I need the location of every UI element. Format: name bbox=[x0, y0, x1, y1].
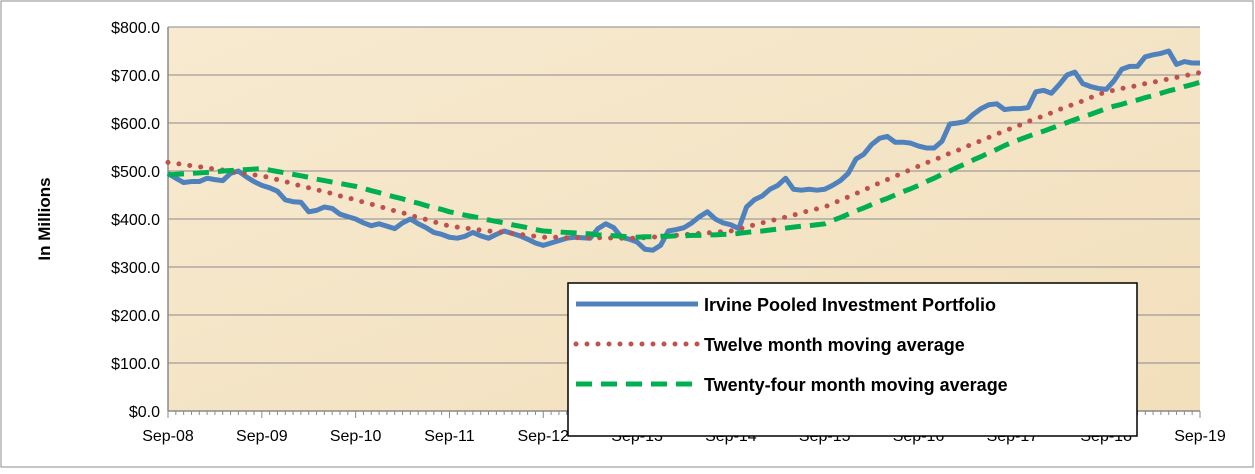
legend-label: Twenty-four month moving average bbox=[704, 375, 1008, 395]
y-tick-label: $500.0 bbox=[111, 164, 160, 181]
y-tick-label: $400.0 bbox=[111, 212, 160, 229]
x-tick-label: Sep-12 bbox=[517, 428, 569, 445]
legend-label: Twelve month moving average bbox=[704, 335, 965, 355]
y-tick-label: $800.0 bbox=[111, 20, 160, 37]
y-tick-label: $100.0 bbox=[111, 356, 160, 373]
x-tick-label: Sep-08 bbox=[142, 428, 194, 445]
x-tick-label: Sep-19 bbox=[1174, 428, 1226, 445]
y-tick-label: $700.0 bbox=[111, 68, 160, 85]
y-tick-label: $200.0 bbox=[111, 308, 160, 325]
x-tick-label: Sep-09 bbox=[236, 428, 288, 445]
series-line bbox=[167, 79, 1201, 240]
legend-label: Irvine Pooled Investment Portfolio bbox=[704, 295, 996, 315]
x-tick-label: Sep-10 bbox=[330, 428, 382, 445]
y-tick-label: $0.0 bbox=[129, 404, 160, 421]
legend-box bbox=[567, 282, 1138, 437]
x-tick-label: Sep-11 bbox=[424, 428, 475, 445]
series-line bbox=[166, 48, 1200, 253]
series-line bbox=[165, 70, 1203, 241]
y-tick-label: $300.0 bbox=[111, 260, 160, 277]
y-tick-label: $600.0 bbox=[111, 116, 160, 133]
y-axis-title: In Millions bbox=[35, 177, 54, 260]
